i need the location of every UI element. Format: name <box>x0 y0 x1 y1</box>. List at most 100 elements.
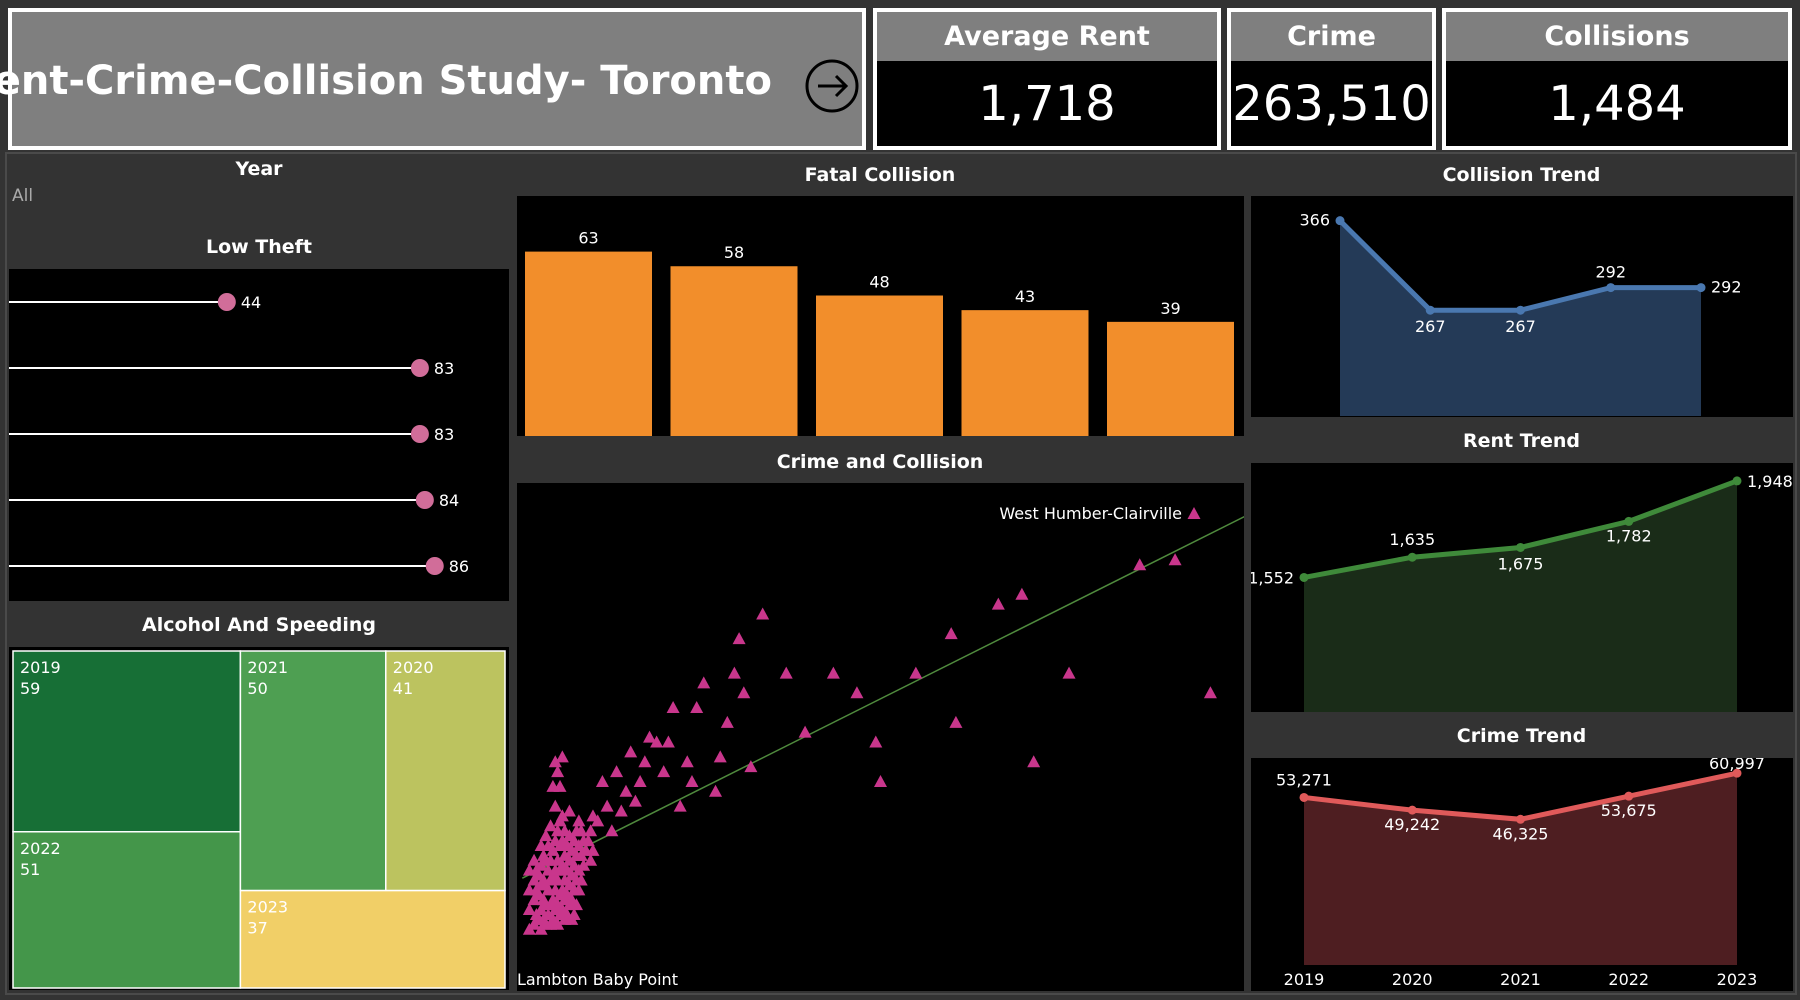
legend-marker <box>1187 507 1201 519</box>
data-label: 1,675 <box>1498 554 1544 573</box>
scatter-point <box>643 730 657 743</box>
scatter-point <box>546 843 560 856</box>
trend-point <box>1516 542 1525 552</box>
data-label: 53,675 <box>1601 801 1657 820</box>
treemap-value-label: 41 <box>393 679 413 698</box>
fatal-collision-chart: 63 58 48 43 39 <box>517 196 1244 436</box>
trend-point <box>1624 791 1634 801</box>
scatter-point <box>595 774 609 787</box>
lollipop-dot <box>410 425 429 443</box>
arrow-right-circle-icon[interactable] <box>803 57 861 115</box>
scatter-point <box>527 853 541 866</box>
year-filter-value[interactable]: All <box>12 186 34 206</box>
page-title: Rent-Crime-Collision Study- Toronto <box>0 58 772 104</box>
scatter-point <box>614 804 628 817</box>
treemap-value-label: 37 <box>247 919 267 938</box>
treemap-cell-2021 <box>239 650 387 892</box>
collision-trend-chart: 366 267 267 292 292 <box>1251 196 1793 417</box>
kpi-average-rent: Average Rent 1,718 <box>873 8 1221 150</box>
scatter-point <box>553 779 567 792</box>
data-label: 83 <box>434 359 454 378</box>
scatter-point <box>991 597 1005 610</box>
low-theft-title: Low Theft <box>205 236 313 258</box>
kpi-collisions: Collisions 1,484 <box>1442 8 1792 150</box>
scatter-point <box>1203 686 1217 699</box>
data-label: 1,948 <box>1747 472 1793 491</box>
scatter-point <box>551 765 565 778</box>
scatter-point <box>562 804 576 817</box>
kpi-label: Average Rent <box>877 12 1217 61</box>
scatter-point <box>544 819 558 832</box>
scatter-point <box>944 627 958 640</box>
treemap-value-label: 59 <box>20 679 40 698</box>
scatter-point <box>591 814 605 827</box>
x-tick-label: 2023 <box>1717 970 1758 989</box>
trend-point <box>1407 552 1417 562</box>
data-label: 49,242 <box>1384 815 1440 834</box>
scatter-point <box>744 760 758 773</box>
scatter-point <box>697 676 711 689</box>
crime-trend-title: Crime Trend <box>1456 725 1587 747</box>
scatter-point <box>581 834 595 847</box>
scatter-point <box>610 765 624 778</box>
rent-trend-chart: 1,552 1,635 1,675 1,782 1,948 <box>1251 463 1793 712</box>
data-label: 58 <box>724 243 744 262</box>
fatal-collision-title: Fatal Collision <box>804 164 956 186</box>
fatal-bar <box>816 295 943 436</box>
x-tick-label: 2022 <box>1608 970 1649 989</box>
lollipop-dot <box>410 359 429 377</box>
scatter-point <box>657 765 671 778</box>
scatter-point <box>539 829 553 842</box>
treemap-year-label: 2019 <box>20 658 61 677</box>
title-banner: Rent-Crime-Collision Study- Toronto <box>0 8 866 150</box>
kpi-value: 1,718 <box>978 76 1116 132</box>
scatter-point <box>548 755 562 768</box>
trend-point <box>1335 216 1345 226</box>
scatter-point <box>949 715 963 728</box>
scatter-point <box>584 824 598 837</box>
data-label: 46,325 <box>1493 824 1549 843</box>
trend-point <box>1299 792 1309 802</box>
trend-point <box>1732 768 1742 778</box>
scatter-point <box>569 898 583 911</box>
trend-point <box>1407 805 1417 815</box>
scatter-point <box>619 784 633 797</box>
scatter-point <box>666 701 680 714</box>
data-label: 43 <box>1015 287 1035 306</box>
scatter-point <box>586 843 600 856</box>
treemap-year-label: 2023 <box>247 898 288 917</box>
x-tick-label: 2021 <box>1500 970 1541 989</box>
trend-point <box>1299 572 1309 582</box>
kpi-value: 1,484 <box>1548 76 1686 132</box>
scatter-point <box>548 799 562 812</box>
alcohol-speeding-title: Alcohol And Speeding <box>142 614 376 636</box>
treemap-value-label: 51 <box>20 860 40 879</box>
scatter-point <box>584 853 598 866</box>
scatter-point <box>685 774 699 787</box>
data-label: 292 <box>1595 263 1626 282</box>
scatter-point <box>600 799 614 812</box>
scatter-point <box>572 814 586 827</box>
scatter-point <box>713 750 727 763</box>
alcohol-speeding-treemap: 2019 59 2022 51 2021 50 2020 41 2023 37 <box>9 647 509 990</box>
treemap-cell-2022 <box>12 831 242 989</box>
trend-point <box>1516 305 1525 315</box>
fatal-bar <box>670 266 798 436</box>
area-fill <box>1304 773 1737 965</box>
scatter-point <box>756 607 770 620</box>
data-label: 53,271 <box>1276 770 1332 789</box>
crime-collision-scatter: West Humber-Clairville Lambton Baby Point <box>517 483 1244 991</box>
treemap-year-label: 2022 <box>20 839 61 858</box>
low-theft-chart: 44 83 83 84 86 <box>9 269 509 601</box>
scatter-point <box>638 755 652 768</box>
scatter-point <box>732 632 746 645</box>
scatter-point <box>798 725 812 738</box>
trend-point <box>1624 516 1634 526</box>
scatter-point <box>661 735 675 748</box>
annotation-label: Lambton Baby Point <box>517 970 678 989</box>
scatter-point <box>673 799 687 812</box>
trend-point <box>1425 305 1435 315</box>
fatal-bar <box>525 251 652 436</box>
scatter-point <box>779 666 793 679</box>
year-filter-label: Year <box>235 158 283 180</box>
